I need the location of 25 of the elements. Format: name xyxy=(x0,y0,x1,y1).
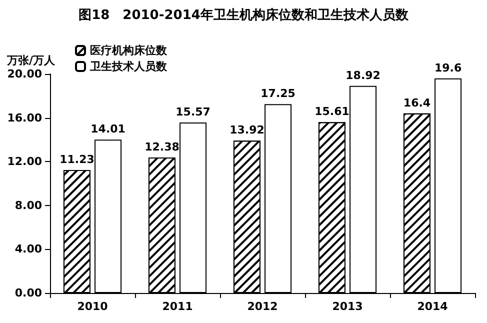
y-tick-label: 4.00 xyxy=(14,242,42,256)
legend-label: 医疗机构床位数 xyxy=(90,44,168,57)
data-label: 16.4 xyxy=(403,96,431,110)
y-tick-label: 20.00 xyxy=(7,68,42,80)
y-tick-label: 8.00 xyxy=(14,198,42,212)
y-tick-label: 16.00 xyxy=(7,111,42,124)
y-tick-label: 0.00 xyxy=(14,286,42,300)
data-label: 12.38 xyxy=(144,140,180,154)
data-label: 19.6 xyxy=(434,61,462,74)
data-label: 15.57 xyxy=(176,106,210,119)
x-tick-label: 2010 xyxy=(77,300,108,313)
legend-label: 卫生技术人员数 xyxy=(89,60,168,73)
chart-title: 图18 2010-2014年卫生机构床位数和卫生技术人员数 xyxy=(78,7,410,23)
data-label: 18.92 xyxy=(346,68,380,82)
x-tick-label: 2011 xyxy=(162,300,193,313)
data-label: 14.01 xyxy=(90,122,126,136)
data-label: 13.92 xyxy=(230,124,264,137)
y-axis-title: 万张/万人 xyxy=(6,54,56,67)
x-tick-label: 2013 xyxy=(332,300,363,313)
x-tick-label: 2012 xyxy=(247,300,278,313)
data-label: 11.23 xyxy=(60,153,94,166)
data-label: 17.25 xyxy=(260,87,296,100)
y-tick-label: 12.00 xyxy=(7,155,42,168)
x-tick-label: 2014 xyxy=(417,300,448,313)
data-label: 15.61 xyxy=(314,105,350,118)
